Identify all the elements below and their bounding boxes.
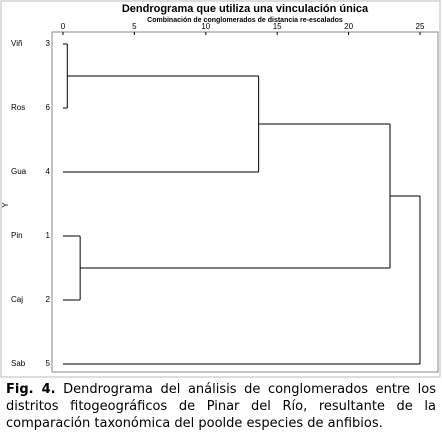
leaf-id: 4 (46, 167, 51, 176)
caption-label: Fig. 4. (6, 382, 56, 397)
plot-frame (51, 31, 439, 373)
caption-text: Dendrograma del análisis de conglomerado… (6, 382, 436, 431)
caption: Fig. 4. Dendrograma del análisis de cong… (6, 381, 436, 432)
leaf-id: 3 (46, 39, 51, 48)
leaf-id: 2 (46, 295, 51, 304)
x-tick-label: 15 (273, 22, 282, 31)
chart-title: Dendrograma que utiliza una vinculación … (122, 3, 369, 15)
leaf-id: 1 (46, 231, 51, 240)
leaf-label: Caj (11, 295, 23, 304)
x-tick-label: 25 (416, 22, 425, 31)
leaf-label: Viñ (11, 39, 22, 48)
chart-frame (0, 0, 441, 378)
x-tick-label: 0 (61, 22, 66, 31)
leaf-id: 5 (46, 359, 51, 368)
leaf-label: Gua (11, 167, 27, 176)
leaf-label: Pin (11, 231, 23, 240)
leaf-label: Sab (11, 359, 26, 368)
y-axis-label: Y (1, 202, 10, 208)
x-tick-label: 20 (344, 22, 353, 31)
chart-subtitle: Combinación de conglomerados de distanci… (147, 17, 343, 24)
x-tick-label: 5 (132, 22, 137, 31)
leaf-id: 6 (46, 103, 51, 112)
chart: Dendrograma que utiliza una vinculación … (0, 0, 441, 378)
leaf-label: Ros (11, 103, 25, 112)
x-tick-label: 10 (201, 22, 210, 31)
